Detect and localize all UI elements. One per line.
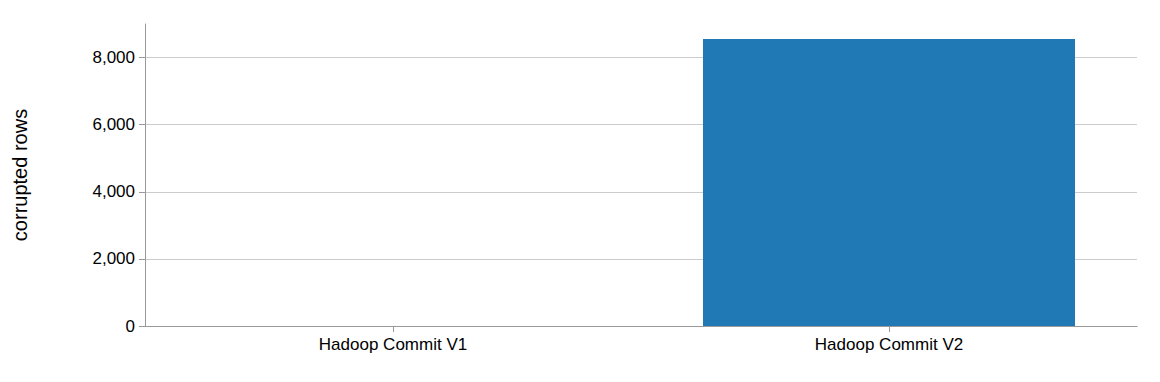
svg-text:2,000: 2,000 [92, 249, 135, 268]
svg-text:corrupted rows: corrupted rows [9, 109, 31, 241]
svg-text:Hadoop Commit V1: Hadoop Commit V1 [319, 335, 467, 354]
svg-text:6,000: 6,000 [92, 115, 135, 134]
svg-text:0: 0 [126, 317, 135, 336]
svg-text:Hadoop Commit V2: Hadoop Commit V2 [815, 335, 963, 354]
svg-text:4,000: 4,000 [92, 182, 135, 201]
svg-text:8,000: 8,000 [92, 48, 135, 67]
